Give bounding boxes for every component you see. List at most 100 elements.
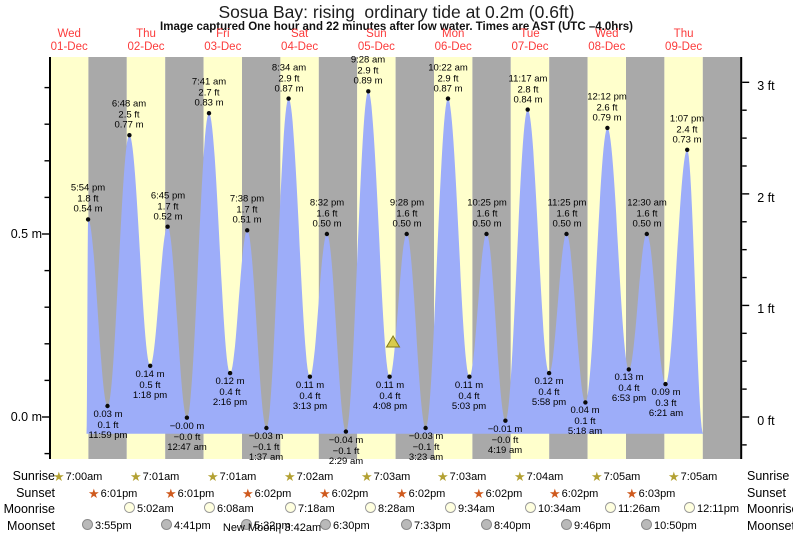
sunset-entry: ★6:01pm [88, 486, 137, 502]
day-name: Tue [520, 28, 540, 40]
day-label: Sat 04-Dec [281, 28, 318, 53]
tide-extreme-dot [663, 381, 668, 387]
moonset-icon [241, 518, 252, 530]
annotation-line: 0.52 m [153, 211, 183, 223]
annotation-line: 3:23 am [408, 452, 444, 463]
annotation-line: 0.09 m [651, 387, 681, 398]
right-axis-label: 2 ft [757, 191, 775, 205]
annotation-line: 2.5 ft [118, 109, 140, 120]
tide-high-annotation: 9:28 pm 1.6 ft 0.50 m [390, 198, 424, 231]
tide-extreme-dot [423, 425, 428, 431]
tide-high-annotation: 11:25 pm 1.6 ft 0.50 m [547, 197, 587, 231]
moonrise-icon [124, 502, 135, 513]
moonset-icon [320, 518, 331, 530]
tide-extreme-dot [605, 125, 610, 131]
annotation-line: −0.1 ft [332, 445, 360, 457]
sunset-time: 6:02pm [485, 487, 523, 500]
annotation-line: 0.4 ft [219, 386, 241, 398]
annotation-line: 0.1 ft [97, 419, 119, 431]
sunrise-icon: ★ [514, 469, 526, 484]
annotation-line: 5:58 pm [531, 397, 567, 408]
annotation-line: 11:25 pm [547, 197, 587, 209]
day-date: 09-Dec [665, 40, 703, 53]
day-label: Thu 09-Dec [665, 28, 702, 53]
moonset-entry: 9:46pm [561, 518, 611, 532]
row-label-sunset-left: Sunset [16, 485, 55, 500]
annotation-line: 0.03 m [93, 409, 123, 420]
day-label: Fri 03-Dec [204, 28, 241, 53]
annotation-line: 0.11 m [454, 380, 484, 391]
annotation-line: 3:13 pm [292, 401, 328, 412]
tide-high-annotation: 9:28 am 2.9 ft 0.89 m [350, 54, 386, 88]
annotation-line: −0.01 m [487, 424, 523, 435]
moonrise-time: 5:02am [137, 503, 174, 515]
sunrise-time: 7:04am [526, 471, 564, 483]
page-title: Sosua Bay: rising ordinary tide at 0.2m … [218, 2, 575, 22]
tide-high-annotation: 10:22 am 2.9 ft 0.87 m [428, 63, 468, 96]
tide-high-annotation: 7:38 pm 1.7 ft 0.51 m [230, 194, 264, 227]
annotation-line: 2.6 ft [596, 102, 618, 113]
sunrise-icon: ★ [437, 469, 449, 484]
tide-high-annotation: 6:45 pm 1.7 ft 0.52 m [151, 191, 185, 224]
annotation-line: 4:08 pm [372, 401, 408, 412]
annotation-line: −0.03 m [248, 431, 284, 442]
sunset-icon: ★ [319, 485, 331, 501]
annotation-line: 5:03 pm [451, 401, 487, 412]
sunset-entry: ★6:02pm [396, 486, 445, 502]
tide-low-annotation: 0.12 m 0.4 ft 2:16 pm [212, 376, 248, 409]
moonset-time: 7:33pm [414, 519, 451, 532]
moonset-time: 10:50pm [654, 519, 697, 532]
annotation-line: 0.4 ft [538, 386, 560, 398]
sunrise-entry: ★7:00am [53, 469, 102, 485]
annotation-line: 2:29 am [328, 456, 364, 467]
annotation-line: 1:37 am [248, 452, 284, 463]
tide-high-annotation: 11:17 am 2.8 ft 0.84 m [509, 74, 548, 107]
sunrise-entry: ★7:01am [207, 469, 256, 485]
annotation-line: 1.6 ft [636, 208, 658, 219]
tide-extreme-dot [264, 425, 269, 431]
annotation-line: 0.50 m [632, 218, 662, 230]
annotation-line: 0.77 m [114, 119, 144, 131]
annotation-line: 5:54 pm [70, 182, 106, 194]
tide-extreme-dot [644, 231, 649, 237]
sunset-entry: ★6:02pm [549, 486, 598, 502]
annotation-line: 2:16 pm [212, 397, 248, 408]
tide-extreme-dot [324, 231, 330, 237]
tide-extreme-dot [165, 224, 170, 229]
moonset-icon [401, 518, 412, 530]
day-date: 01-Dec [50, 40, 88, 53]
annotation-line: 6:53 pm [611, 393, 647, 404]
annotation-line: 1.6 ft [476, 208, 498, 219]
annotation-line: 0.1 ft [574, 415, 596, 427]
moonrise-time: 8:28am [378, 503, 415, 515]
tide-low-annotation: 0.04 m 0.1 ft 5:18 am [568, 405, 602, 438]
tide-high-annotation: 8:34 am 2.9 ft 0.87 m [272, 63, 306, 96]
moonrise-time: 12:11pm [697, 503, 739, 515]
annotation-line: −0.1 ft [252, 441, 280, 453]
tide-low-annotation: −0.03 m −0.1 ft 1:37 am [248, 431, 284, 464]
annotation-line: 0.4 ft [458, 390, 480, 402]
annotation-line: 0.13 m [614, 372, 644, 383]
right-axis-label: 0 ft [757, 414, 775, 428]
row-label-moonset-left: Moonset [7, 518, 55, 533]
sunrise-entry: ★7:03am [361, 469, 410, 485]
tide-high-annotation: 12:12 pm 2.6 ft 0.79 m [587, 92, 627, 125]
moonrise-icon [445, 502, 456, 513]
annotation-line: 0.84 m [513, 94, 543, 106]
tide-extreme-dot [206, 111, 212, 116]
moonrise-icon [204, 502, 215, 513]
annotation-line: 9:28 am [350, 54, 386, 66]
annotation-line: 12:30 am [627, 197, 667, 209]
annotation-line: 0.73 m [672, 134, 702, 146]
tide-high-annotation: 5:54 pm 1.8 ft 0.54 m [70, 182, 106, 216]
tide-extreme-dot [245, 228, 250, 233]
sunset-icon: ★ [626, 485, 638, 501]
moonset-icon [161, 518, 172, 530]
moonset-entry: 5:32pm [241, 518, 291, 532]
tide-low-annotation: 0.03 m 0.1 ft 11:59 pm [89, 409, 128, 442]
tide-low-annotation: 0.11 m 0.4 ft 4:08 pm [372, 380, 408, 413]
tide-extreme-dot [626, 367, 631, 372]
moonrise-time: 9:34am [458, 503, 495, 515]
tide-extreme-dot [343, 429, 349, 434]
